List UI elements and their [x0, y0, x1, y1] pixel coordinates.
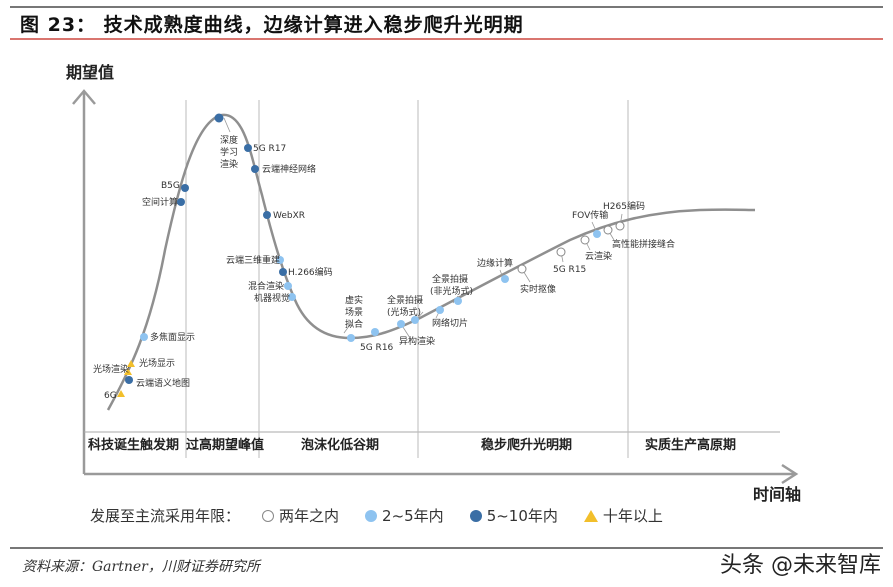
- svg-text:FOV传输: FOV传输: [572, 209, 608, 221]
- dark-blue-circle-icon: [469, 509, 482, 522]
- svg-text:混合渲染: 混合渲染: [248, 280, 284, 292]
- points-2-5: [140, 230, 601, 342]
- svg-text:渲染: 渲染: [220, 158, 238, 170]
- svg-text:场景: 场景: [345, 307, 363, 318]
- white-circle-icon: [262, 509, 275, 522]
- svg-text:高性能拼接缝合: 高性能拼接缝合: [612, 238, 675, 250]
- phase-label-peak: 过高期望峰值: [186, 437, 264, 453]
- svg-text:5G R16: 5G R16: [360, 343, 394, 353]
- phase-label-slope: 稳步爬升光明期: [481, 437, 572, 453]
- phase-label-plateau: 实质生产高原期: [645, 437, 736, 453]
- legend-item-within-2-years: 两年之内: [262, 505, 339, 526]
- point-cloud-neural-network: [251, 165, 259, 173]
- svg-text:网络切片: 网络切片: [432, 317, 468, 329]
- point-h265: [615, 221, 625, 231]
- svg-text:云端神经网络: 云端神经网络: [262, 163, 316, 175]
- points-within-2: [517, 221, 625, 274]
- point-network-slicing: [436, 306, 444, 314]
- point-light-field-rendering: [124, 368, 132, 375]
- svg-text:深度: 深度: [220, 134, 238, 146]
- svg-text:虚实: 虚实: [345, 294, 363, 306]
- points-5-10: [125, 113, 287, 384]
- svg-text:(光场式): (光场式): [387, 306, 421, 318]
- y-axis: [72, 89, 96, 474]
- legend-item-2-5-years: 2~5年内: [365, 505, 444, 526]
- point-5g-r17: [244, 144, 252, 152]
- svg-text:(非光场式): (非光场式): [430, 285, 473, 297]
- point-light-field-display: [127, 360, 135, 367]
- svg-text:多焦面显示: 多焦面显示: [150, 331, 195, 343]
- svg-text:异构渲染: 异构渲染: [399, 335, 435, 347]
- point-panorama-nonlightfield: [454, 297, 462, 305]
- point-high-perf-stitching: [603, 225, 613, 235]
- svg-text:实时抠像: 实时抠像: [520, 283, 556, 295]
- point-virtual-real-fit: [347, 334, 355, 342]
- bottom-divider: [10, 547, 883, 549]
- phase-label-trough: 泡沫化低谷期: [301, 437, 379, 453]
- point-cloud-3d-recon: [276, 256, 284, 264]
- phase-dividers: [185, 100, 629, 458]
- svg-text:云渲染: 云渲染: [585, 250, 612, 262]
- point-hetero-rendering: [411, 316, 419, 324]
- x-axis-label: 时间轴: [753, 485, 801, 504]
- legend-item-10-plus-years: 十年以上: [583, 505, 663, 526]
- point-deep-learning-rendering: [214, 113, 224, 123]
- source-note: 资料来源：Gartner，川财证券研究所: [22, 559, 260, 575]
- svg-text:光场显示: 光场显示: [139, 357, 175, 369]
- point-webxr: [263, 211, 271, 219]
- svg-text:空间计算: 空间计算: [142, 196, 178, 208]
- svg-text:全景拍摄: 全景拍摄: [432, 273, 468, 285]
- point-cloud-rendering: [580, 235, 590, 245]
- legend-item-5-10-years: 5~10年内: [469, 505, 558, 526]
- svg-text:云端语义地图: 云端语义地图: [136, 377, 190, 389]
- svg-text:H.266编码: H.266编码: [288, 266, 333, 278]
- svg-text:机器视觉: 机器视觉: [254, 292, 290, 304]
- svg-text:B5G: B5G: [161, 181, 180, 191]
- title-underline: [10, 38, 883, 40]
- point-fov-transmission: [593, 230, 601, 238]
- svg-text:全景拍摄: 全景拍摄: [387, 294, 423, 306]
- top-divider: [10, 6, 883, 8]
- watermark: 头条 @未来智库: [720, 553, 881, 578]
- point-spatial-computing: [177, 198, 185, 206]
- x-axis: [84, 463, 799, 485]
- point-realtime-matting: [517, 264, 527, 274]
- svg-text:边缘计算: 边缘计算: [477, 257, 513, 269]
- point-machine-vision: [288, 293, 296, 301]
- phase-label-trigger: 科技诞生触发期: [88, 437, 179, 453]
- svg-text:学习: 学习: [220, 146, 238, 158]
- svg-text:WebXR: WebXR: [273, 211, 305, 221]
- point-labels: 6G 光场渲染 云端语义地图 光场显示 多焦面显示 空间计算 B5G 深度 学习…: [93, 134, 675, 401]
- legend-title: 发展至主流采用年限：: [90, 507, 241, 525]
- point-hybrid-rendering: [284, 282, 292, 290]
- yellow-triangle-icon: [583, 509, 598, 522]
- point-cloud-semantic-map: [125, 376, 133, 384]
- svg-text:5G R17: 5G R17: [253, 144, 286, 154]
- svg-text:6G: 6G: [104, 391, 117, 401]
- hype-curve: [106, 113, 756, 411]
- svg-text:拟合: 拟合: [345, 318, 363, 330]
- figure-title: 图 23： 技术成熟度曲线，边缘计算进入稳步爬升光明期: [20, 14, 524, 36]
- svg-text:H265编码: H265编码: [603, 200, 645, 212]
- point-h266: [279, 268, 287, 276]
- point-edge-computing: [501, 275, 509, 283]
- point-panorama-lightfield: [397, 320, 405, 328]
- point-5g-r16: [371, 328, 379, 336]
- point-5g-r15: [556, 247, 566, 257]
- svg-text:5G R15: 5G R15: [553, 265, 586, 275]
- svg-text:云端三维重建: 云端三维重建: [226, 254, 280, 266]
- point-6g: [117, 390, 125, 397]
- light-blue-circle-icon: [365, 509, 378, 522]
- point-multifocal-display: [140, 333, 148, 341]
- svg-text:光场渲染: 光场渲染: [93, 363, 129, 375]
- point-b5g: [181, 184, 189, 192]
- points-ten-plus: [117, 360, 135, 397]
- y-axis-label: 期望值: [66, 63, 114, 82]
- legend: 发展至主流采用年限： 两年之内 2~5年内 5~10年内 十年以上: [90, 505, 689, 526]
